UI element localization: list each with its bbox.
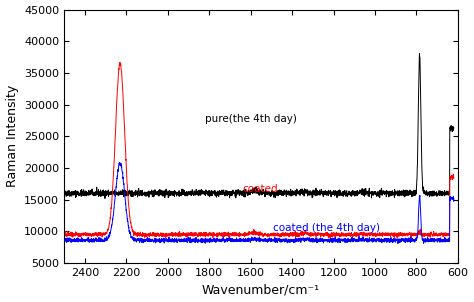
Text: pure(the 4th day): pure(the 4th day) bbox=[205, 114, 297, 124]
Y-axis label: Raman Intensity: Raman Intensity bbox=[6, 85, 18, 188]
Text: coated: coated bbox=[242, 184, 278, 194]
X-axis label: Wavenumber/cm⁻¹: Wavenumber/cm⁻¹ bbox=[202, 284, 320, 297]
Text: coated (the 4th day): coated (the 4th day) bbox=[273, 223, 381, 233]
